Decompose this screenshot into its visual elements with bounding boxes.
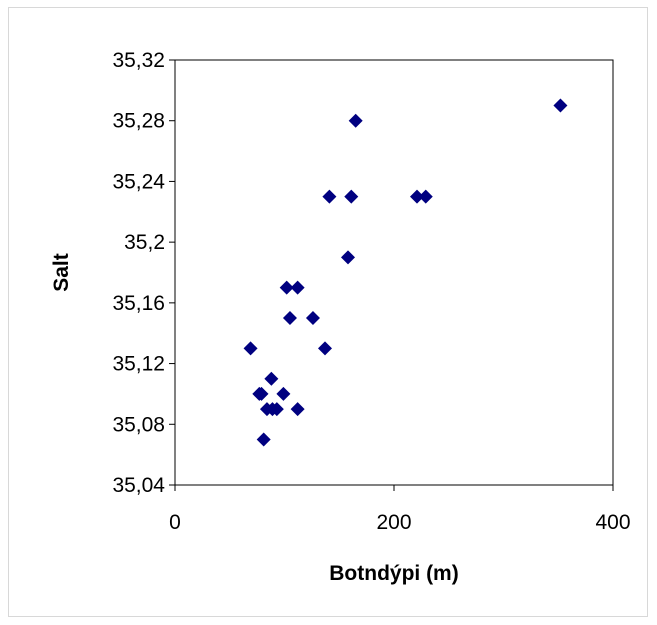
data-point xyxy=(276,386,291,401)
y-tick-label: 35,2 xyxy=(124,231,165,254)
data-point xyxy=(290,402,305,417)
y-tick-label: 35,12 xyxy=(112,353,165,376)
data-point xyxy=(256,432,271,447)
data-point xyxy=(341,250,356,265)
y-tick-label: 35,28 xyxy=(112,110,165,133)
y-axis: 35,04 35,08 35,12 35,16 35,2 35,24 35,28 35,32 xyxy=(112,49,175,497)
data-point xyxy=(409,189,424,204)
y-axis-title: Salt xyxy=(50,253,73,292)
y-tick-label: 35,04 xyxy=(112,474,165,497)
plot-area xyxy=(174,59,614,486)
data-points xyxy=(243,98,568,447)
data-point xyxy=(269,402,284,417)
data-point xyxy=(305,311,320,326)
data-point xyxy=(348,113,363,128)
data-point xyxy=(418,189,433,204)
y-tick-label: 35,08 xyxy=(112,413,165,436)
x-axis-title: Botndýpi (m) xyxy=(329,562,458,585)
data-point xyxy=(344,189,359,204)
data-point xyxy=(264,371,279,386)
y-tick-label: 35,32 xyxy=(112,49,165,72)
data-point xyxy=(282,311,297,326)
data-point xyxy=(290,280,305,295)
data-point xyxy=(322,189,337,204)
data-point xyxy=(553,98,568,113)
x-tick-label: 200 xyxy=(376,511,411,534)
x-tick-label: 400 xyxy=(595,511,630,534)
y-tick-label: 35,24 xyxy=(112,170,165,193)
x-axis: 0 200 400 xyxy=(169,485,631,534)
data-point xyxy=(279,280,294,295)
y-tick-label: 35,16 xyxy=(112,292,165,315)
data-point xyxy=(254,386,269,401)
data-point xyxy=(318,341,333,356)
data-point xyxy=(243,341,258,356)
x-tick-label: 0 xyxy=(169,511,181,534)
